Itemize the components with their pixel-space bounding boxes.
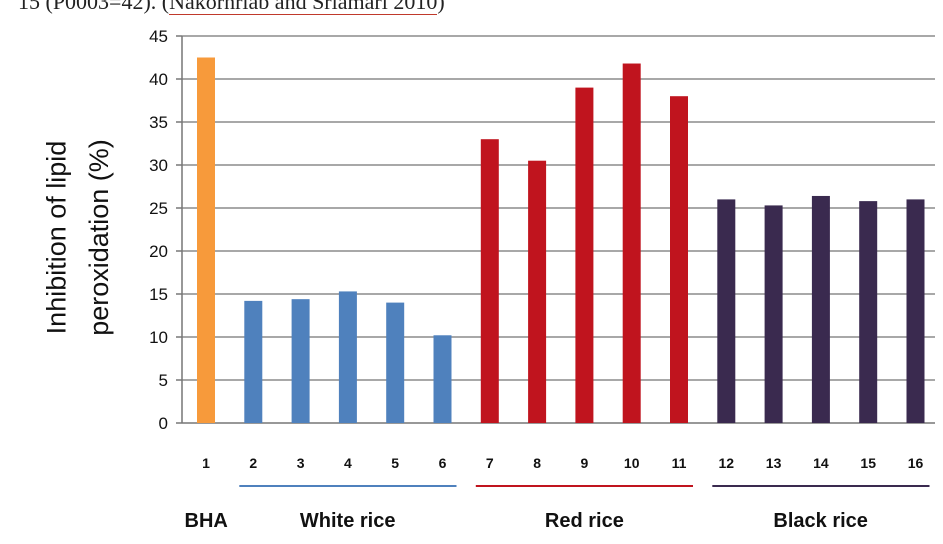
bar bbox=[717, 199, 736, 423]
caption-text: 15 (P0003=42). (Nakornriab and Sriamari … bbox=[18, 0, 718, 15]
bar bbox=[811, 195, 830, 423]
bar bbox=[575, 87, 594, 423]
y-tick-label: 35 bbox=[149, 113, 168, 132]
x-tick-label: 8 bbox=[533, 455, 541, 471]
x-tick-label: 13 bbox=[766, 455, 782, 471]
bars bbox=[197, 57, 925, 424]
y-tick-label: 20 bbox=[149, 242, 168, 261]
x-tick-label: 3 bbox=[297, 455, 305, 471]
y-axis-label-line-1: Inhibition of lipid bbox=[41, 140, 72, 335]
bar bbox=[197, 57, 215, 423]
bar bbox=[528, 160, 547, 423]
y-tick-labels: 0 5 10 15 20 25 30 35 40 45 bbox=[149, 27, 168, 433]
bar bbox=[338, 291, 357, 423]
x-tick-label: 14 bbox=[813, 455, 829, 471]
x-tick-label: 5 bbox=[391, 455, 399, 471]
x-tick-label: 10 bbox=[624, 455, 640, 471]
y-tick-label: 40 bbox=[149, 70, 168, 89]
bar bbox=[244, 300, 263, 423]
group-label: Red rice bbox=[544, 510, 624, 532]
x-tick-label: 6 bbox=[439, 455, 447, 471]
y-tick-label: 45 bbox=[149, 27, 168, 46]
x-tick-label: 4 bbox=[344, 455, 352, 471]
gridlines bbox=[182, 35, 935, 381]
y-tick-label: 30 bbox=[149, 156, 168, 175]
caption-prefix: 15 (P0003=42). ( bbox=[18, 0, 170, 14]
caption-suffix: ) bbox=[437, 0, 445, 14]
x-tick-label: 16 bbox=[908, 455, 924, 471]
x-tick-label: 1 bbox=[202, 455, 210, 471]
bar bbox=[906, 199, 925, 423]
y-tick-label: 0 bbox=[159, 414, 168, 433]
group-label: White rice bbox=[299, 510, 396, 532]
y-tick-label: 5 bbox=[159, 371, 168, 390]
bar bbox=[670, 96, 688, 423]
bar bbox=[859, 201, 878, 423]
bar bbox=[291, 299, 310, 423]
x-tick-label: 9 bbox=[581, 455, 589, 471]
x-tick-label: 7 bbox=[486, 455, 494, 471]
bar bbox=[622, 63, 641, 424]
x-tick-label: 15 bbox=[860, 455, 876, 471]
bar bbox=[480, 139, 499, 423]
bar bbox=[386, 302, 405, 423]
bar bbox=[764, 205, 783, 423]
bar bbox=[433, 335, 452, 423]
x-tick-label: 11 bbox=[672, 455, 687, 471]
x-tick-label: 12 bbox=[719, 455, 735, 471]
group-label: BHA bbox=[184, 510, 228, 532]
group-label: Black rice bbox=[773, 510, 868, 532]
y-tick-label: 10 bbox=[149, 328, 168, 347]
x-tick-labels: 1 2 3 4 5 6 7 8 9 10 11 12 13 14 15 16 bbox=[202, 455, 923, 471]
y-tick-label: 25 bbox=[149, 199, 168, 218]
y-axis-label-line-2: peroxidation (%) bbox=[83, 139, 114, 336]
y-tick-label: 15 bbox=[149, 285, 168, 304]
x-tick-label: 2 bbox=[249, 455, 257, 471]
caption-citation: Nakornriab and Sriamari 2010 bbox=[169, 0, 438, 15]
